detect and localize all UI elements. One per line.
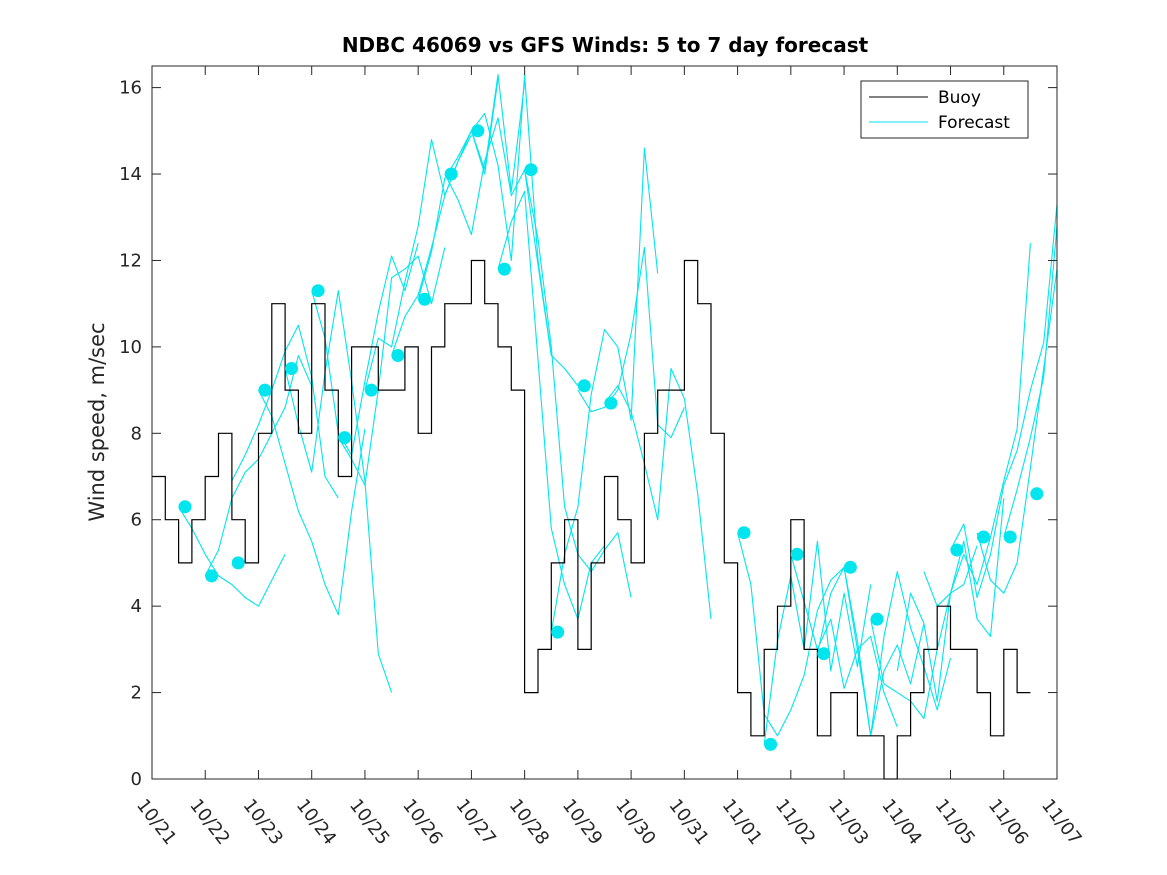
forecast-marker	[977, 530, 990, 544]
x-tick-label: 10/21	[132, 795, 180, 849]
forecast-line	[284, 290, 393, 693]
forecast-marker	[737, 526, 751, 540]
forecast-marker	[311, 284, 325, 298]
forecast-line	[311, 243, 419, 456]
forecast-marker	[338, 431, 352, 445]
forecast-marker	[471, 124, 485, 138]
x-tick-label: 11/04	[877, 795, 925, 849]
x-tick-label: 10/30	[611, 795, 659, 849]
forecast-marker	[577, 379, 591, 393]
forecast-line	[337, 247, 446, 486]
forecast-marker	[870, 612, 884, 626]
forecast-line	[497, 190, 605, 620]
forecast-line	[577, 246, 685, 439]
forecast-marker	[497, 262, 511, 276]
buoy-series	[152, 259, 1031, 780]
forecast-marker	[551, 625, 565, 639]
forecast-marker	[1030, 487, 1044, 501]
forecast-markers	[178, 124, 1044, 751]
y-tick-label: 10	[119, 337, 142, 358]
y-axis-label: Wind speed, m/sec	[85, 322, 109, 521]
forecast-marker	[950, 543, 964, 557]
forecast-line	[976, 269, 1058, 594]
y-tick-label: 4	[131, 596, 142, 617]
forecast-line	[550, 147, 659, 633]
x-tick-label: 10/31	[664, 795, 712, 849]
forecast-marker	[178, 500, 192, 514]
y-tick-label: 16	[119, 78, 142, 99]
forecast-marker	[604, 396, 618, 410]
y-tick-label: 2	[131, 683, 142, 704]
legend-label-forecast: Forecast	[938, 113, 1010, 133]
forecast-line	[870, 545, 978, 720]
forecast-line	[843, 567, 952, 737]
forecast-line	[258, 389, 366, 616]
forecast-marker	[764, 737, 778, 751]
y-tick-label: 12	[119, 250, 142, 271]
forecast-line	[391, 78, 499, 356]
x-tick-label: 10/23	[239, 795, 287, 849]
plot-area	[152, 66, 1057, 779]
forecast-marker	[444, 167, 458, 181]
x-tick-label: 10/22	[185, 795, 233, 849]
x-tick-label: 11/01	[718, 795, 766, 849]
x-tick-label: 10/25	[345, 795, 393, 849]
x-tick-label: 10/27	[451, 795, 499, 849]
forecast-line	[178, 506, 286, 607]
forecast-marker	[364, 383, 378, 397]
x-tick-label: 11/05	[931, 795, 979, 849]
x-tick-label: 10/28	[505, 795, 553, 849]
chart-title: NDBC 46069 vs GFS Winds: 5 to 7 day fore…	[342, 33, 869, 57]
forecast-marker	[1003, 530, 1017, 544]
legend-label-buoy: Buoy	[938, 88, 981, 108]
y-tick-label: 8	[131, 423, 142, 444]
forecast-line	[923, 243, 1031, 607]
forecast-line	[604, 367, 712, 620]
forecast-marker	[418, 292, 432, 306]
forecast-marker	[817, 647, 831, 661]
forecast-marker	[231, 556, 245, 570]
legend-box	[860, 80, 1029, 139]
forecast-marker	[258, 383, 272, 397]
forecast-line	[1003, 225, 1058, 538]
y-tick-label: 0	[131, 769, 142, 790]
y-tick-label: 6	[131, 510, 142, 531]
forecast-line	[444, 117, 552, 356]
forecast-marker	[790, 547, 804, 561]
x-tick-label: 11/02	[771, 795, 819, 849]
legend: Buoy Forecast	[860, 80, 1029, 139]
forecast-line	[737, 532, 845, 737]
forecast-marker	[285, 362, 298, 375]
y-tick-label: 14	[119, 164, 142, 185]
x-tick-label: 10/24	[292, 795, 340, 849]
x-tick-label: 11/06	[984, 795, 1032, 849]
forecast-line	[790, 554, 898, 728]
x-tick-label: 10/29	[558, 795, 606, 849]
forecast-line	[763, 540, 872, 745]
buoy-line	[152, 259, 1031, 780]
x-tick-label: 11/03	[824, 795, 872, 849]
plot-frame	[151, 65, 1058, 780]
x-tick-label: 10/26	[398, 795, 446, 849]
x-tick-label: 11/07	[1037, 795, 1085, 849]
y-axis: 0 2 4 6 8 10 12 14 16	[119, 78, 1057, 790]
forecast-marker	[391, 349, 405, 362]
forecast-marker	[843, 560, 857, 574]
forecast-line	[950, 204, 1058, 599]
forecast-marker	[524, 163, 538, 177]
forecast-marker	[205, 569, 219, 583]
